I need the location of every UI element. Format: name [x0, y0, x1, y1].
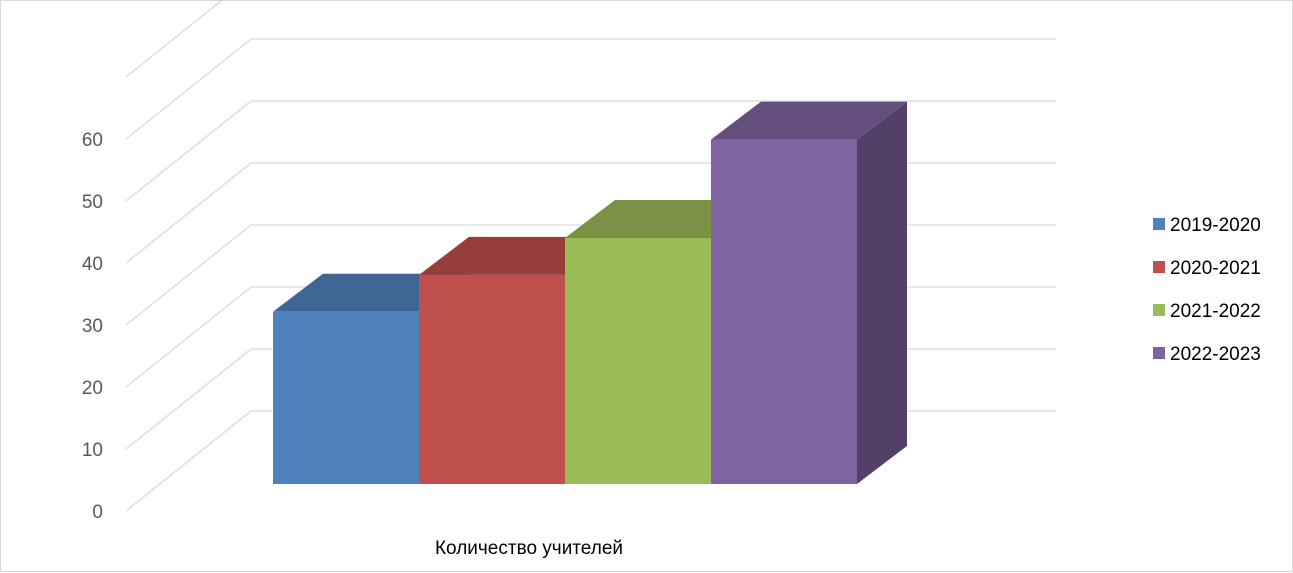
gridline-side — [125, 348, 252, 450]
bars — [273, 101, 907, 484]
bar-front — [711, 139, 857, 484]
y-tick-label: 50 — [82, 192, 103, 213]
gridline-side — [125, 38, 252, 140]
bar-front — [273, 311, 419, 484]
bar-top — [711, 101, 907, 140]
legend-label: 2019-2020 — [1170, 215, 1261, 236]
legend-swatch — [1153, 218, 1165, 230]
x-axis-categories: Количество учителей — [435, 538, 623, 559]
legend-label: 2020-2021 — [1170, 258, 1261, 279]
y-tick-label: 0 — [92, 502, 103, 523]
bar-side — [857, 101, 907, 484]
legend-swatch — [1153, 304, 1165, 316]
y-tick-label: 60 — [82, 130, 103, 151]
gridline-side — [125, 1, 223, 78]
legend-swatch — [1153, 347, 1165, 359]
y-tick-label: 10 — [82, 440, 103, 461]
gridline-side — [125, 224, 252, 326]
legend-swatch — [1153, 261, 1165, 273]
bar-front — [419, 274, 565, 484]
gridline-side — [125, 100, 252, 202]
legend-item: 2022-2023 — [1153, 344, 1261, 365]
legend-label: 2022-2023 — [1170, 344, 1261, 365]
y-tick-label: 40 — [82, 254, 103, 275]
x-category-label: Количество учителей — [435, 538, 623, 559]
legend-item: 2019-2020 — [1153, 215, 1261, 236]
legend-item: 2020-2021 — [1153, 258, 1261, 279]
gridline-side — [125, 286, 252, 388]
gridline-side — [125, 162, 252, 264]
bar-front — [565, 238, 711, 484]
y-tick-label: 30 — [82, 316, 103, 337]
legend-label: 2021-2022 — [1170, 301, 1261, 322]
y-tick-label: 20 — [82, 378, 103, 399]
y-axis-ticks: 0 10 20 30 40 50 60 — [82, 130, 103, 523]
legend: 2019-2020 2020-2021 2021-2022 2022-2023 — [1153, 215, 1261, 365]
bar-2022-2023 — [711, 101, 907, 484]
legend-item: 2021-2022 — [1153, 301, 1261, 322]
gridline-side — [125, 410, 252, 512]
